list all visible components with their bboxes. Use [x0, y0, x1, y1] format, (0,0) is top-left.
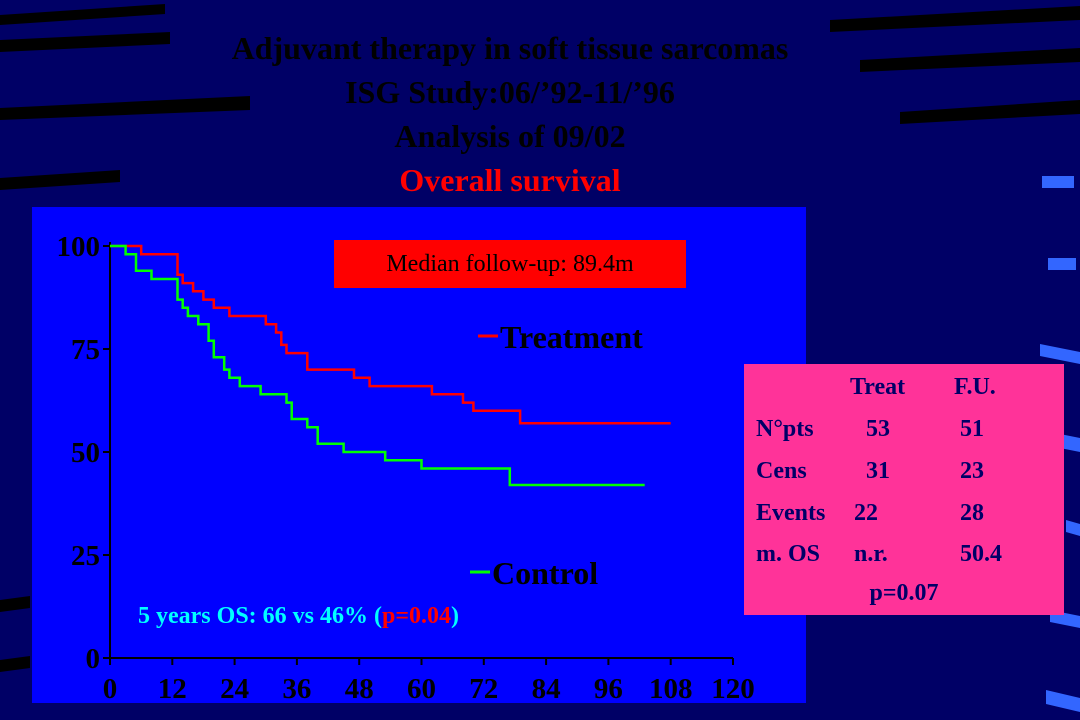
deco-stripe-1: [0, 4, 165, 25]
x-tick-label: 96: [594, 673, 623, 705]
x-tick-label: 12: [158, 673, 187, 705]
stats-pvalue: p=0.07: [869, 580, 939, 606]
stats-row: m. OS n.r. 50.4: [744, 541, 1064, 571]
stats-row-fu: 23: [960, 458, 984, 484]
stats-row-fu: 51: [960, 416, 984, 442]
os-note-pvalue: p=0.04: [381, 603, 452, 629]
deco-dash-5: [1066, 520, 1080, 536]
legend-label-control: Control: [492, 555, 598, 591]
legend-label-treatment: Treatment: [500, 319, 643, 355]
series-line-control: [110, 244, 645, 487]
x-tick-label: 84: [532, 673, 561, 705]
deco-dash-7: [1046, 690, 1080, 712]
stats-row-treat: 31: [866, 458, 890, 484]
x-tick-label: 120: [711, 673, 755, 705]
chart-legend: Treatment Control: [470, 319, 643, 591]
deco-stripe-6: [860, 48, 1080, 72]
title-block: Adjuvant therapy in soft tissue sarcomas…: [180, 26, 840, 202]
stats-row-label: Events: [756, 500, 826, 526]
y-tick-label: 50: [71, 437, 100, 469]
deco-stripe-9: [0, 656, 30, 672]
stats-row-fu: 28: [960, 500, 984, 526]
x-tick-label: 24: [220, 673, 249, 705]
median-followup-text: Median follow-up: 89.4m: [386, 250, 634, 277]
stats-header-fu: F.U.: [954, 374, 996, 400]
x-tick-label: 60: [407, 673, 436, 705]
deco-stripe-3: [0, 96, 250, 120]
y-tick-label: 75: [71, 334, 100, 366]
deco-stripe-5: [830, 6, 1080, 32]
os-note: 5 years OS: 66 vs 46% (p=0.04): [138, 603, 459, 630]
title-line-3: Analysis of 09/02: [394, 118, 626, 154]
chart-subtitle: Overall survival: [399, 162, 621, 198]
deco-stripe-2: [0, 32, 170, 52]
chart-axes: 0 12 24 36 48 60 72 84 96 108 120 0 25 50 75 100: [57, 231, 755, 705]
stats-row: Cens 31 23: [744, 458, 1064, 488]
os-note-suffix: ): [451, 603, 460, 629]
chart-series: [110, 244, 671, 487]
stats-row-treat: 22: [854, 500, 878, 526]
series-line-treatment: [110, 244, 671, 425]
title-line-1: Adjuvant therapy in soft tissue sarcomas: [231, 30, 789, 66]
stats-row-label: m. OS: [756, 541, 821, 567]
deco-stripe-8: [0, 596, 30, 612]
x-tick-label: 72: [469, 673, 498, 705]
os-note-prefix: 5 years OS: 66 vs 46% (: [138, 603, 382, 629]
y-tick-label: 25: [71, 540, 100, 572]
stats-header-row: Treat F.U.: [744, 374, 1064, 404]
deco-dash-2: [1048, 258, 1076, 270]
deco-dash-3: [1040, 344, 1080, 364]
title-line-2: ISG Study:06/’92-11/’96: [345, 74, 675, 110]
stats-row-label: Cens: [756, 458, 807, 484]
y-tick-label: 0: [86, 643, 101, 675]
x-tick-label: 48: [345, 673, 374, 705]
deco-stripe-4: [0, 170, 120, 190]
x-tick-label: 36: [282, 673, 311, 705]
x-tick-label: 108: [649, 673, 693, 705]
median-followup-box: Median follow-up: 89.4m: [334, 240, 686, 288]
stats-row-treat: n.r.: [854, 541, 888, 567]
stats-row-label: N°pts: [756, 416, 814, 442]
stats-row-fu: 50.4: [960, 541, 1002, 567]
stats-table: Treat F.U. N°pts 53 51 Cens 31 23 Events…: [744, 364, 1064, 615]
stats-row-treat: 53: [866, 416, 890, 442]
stats-row: Events 22 28: [744, 500, 1064, 530]
x-tick-label: 0: [103, 673, 118, 705]
deco-stripe-7: [900, 100, 1080, 124]
stats-header-treat: Treat: [850, 374, 906, 400]
stats-row: N°pts 53 51: [744, 416, 1064, 446]
y-tick-label: 100: [57, 231, 101, 263]
plot-background: [32, 207, 806, 703]
deco-dash-1: [1042, 176, 1074, 188]
